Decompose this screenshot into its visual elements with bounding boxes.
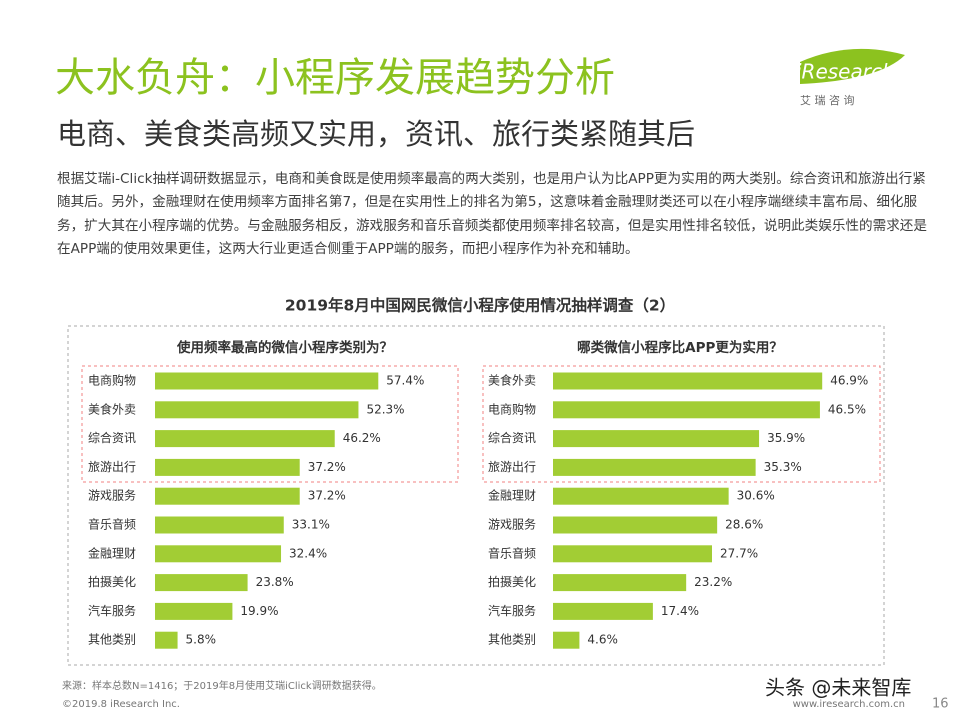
bar	[155, 458, 300, 476]
value-label: 28.6%	[725, 518, 763, 532]
category-label: 拍摄美化	[488, 574, 536, 589]
value-label: 32.4%	[289, 546, 327, 560]
bar	[553, 516, 718, 534]
category-label: 旅游出行	[88, 460, 136, 474]
bar	[155, 401, 359, 419]
copyright: ©2019.8 iResearch Inc.	[62, 699, 180, 710]
value-label: 5.8%	[186, 633, 217, 647]
page-number: 16	[932, 697, 949, 712]
logo-cn: 艾 瑞 咨 询	[800, 93, 855, 107]
body-text: 根据艾瑞i-Click抽样调研数据显示，电商和美食既是使用频率最高的两大类别，也…	[57, 171, 927, 257]
value-label: 19.9%	[240, 604, 278, 618]
category-label: 音乐音频	[488, 545, 536, 560]
value-label: 52.3%	[366, 402, 404, 416]
subtitle: 电商、美食类高频又实用，资讯、旅行类紧随其后	[57, 117, 695, 151]
value-label: 46.9%	[830, 374, 868, 388]
value-label: 23.2%	[694, 575, 732, 589]
value-label: 35.3%	[764, 460, 802, 474]
value-label: 23.8%	[256, 575, 294, 589]
value-label: 17.4%	[661, 604, 699, 618]
category-label: 拍摄美化	[88, 574, 136, 589]
bar	[155, 545, 282, 563]
bar	[155, 602, 233, 620]
chart-title: 使用频率最高的微信小程序类别为？	[176, 339, 393, 356]
value-label: 35.9%	[767, 431, 805, 445]
bar	[155, 487, 300, 505]
bar	[553, 401, 820, 419]
figure-title: 2019年8月中国网民微信小程序使用情况抽样调查（2）	[285, 296, 675, 315]
bar	[553, 458, 756, 476]
category-label: 旅游出行	[488, 460, 536, 474]
category-label: 金融理财	[488, 488, 536, 503]
figure-frame	[67, 325, 885, 666]
category-label: 汽车服务	[88, 603, 136, 618]
logo-brand: iResearch	[796, 60, 895, 84]
bar	[155, 574, 248, 592]
value-label: 46.5%	[828, 402, 866, 416]
category-label: 游戏服务	[88, 488, 136, 503]
category-label: 游戏服务	[488, 517, 536, 532]
chart-title: 哪类微信小程序比APP更为实用？	[577, 339, 783, 356]
bar	[553, 545, 712, 563]
logo-leaf	[800, 48, 905, 84]
category-label: 其他类别	[488, 633, 536, 647]
bar	[155, 516, 284, 534]
watermark: 头条 @未来智库	[765, 676, 911, 700]
category-label: 汽车服务	[488, 603, 536, 618]
category-label: 美食外卖	[488, 373, 536, 388]
value-label: 27.7%	[720, 546, 758, 560]
category-label: 金融理财	[88, 545, 136, 560]
title: 大水负舟：小程序发展趋势分析	[55, 55, 615, 101]
bar	[553, 631, 580, 649]
bar	[155, 430, 335, 448]
source: 来源：样本总数N=1416；于2019年8月使用艾瑞iClick调研数据获得。	[62, 679, 382, 692]
value-label: 37.2%	[308, 489, 346, 503]
value-label: 4.6%	[587, 633, 618, 647]
category-label: 美食外卖	[88, 401, 136, 416]
highlight-box	[81, 365, 459, 483]
category-label: 电商购物	[488, 401, 536, 416]
bar	[155, 631, 178, 649]
category-label: 其他类别	[88, 633, 136, 647]
value-label: 30.6%	[737, 489, 775, 503]
category-label: 电商购物	[88, 373, 136, 388]
bar	[553, 574, 687, 592]
bar	[155, 372, 379, 390]
bar	[553, 487, 729, 505]
category-label: 综合资讯	[488, 430, 536, 445]
value-label: 33.1%	[292, 518, 330, 532]
value-label: 46.2%	[343, 431, 381, 445]
highlight-box	[482, 365, 881, 483]
bar	[553, 430, 760, 448]
value-label: 57.4%	[386, 374, 424, 388]
bar	[553, 602, 653, 620]
value-label: 37.2%	[308, 460, 346, 474]
website: www.iresearch.com.cn	[793, 699, 905, 710]
category-label: 音乐音频	[88, 517, 136, 532]
category-label: 综合资讯	[88, 430, 136, 445]
bar	[553, 372, 823, 390]
